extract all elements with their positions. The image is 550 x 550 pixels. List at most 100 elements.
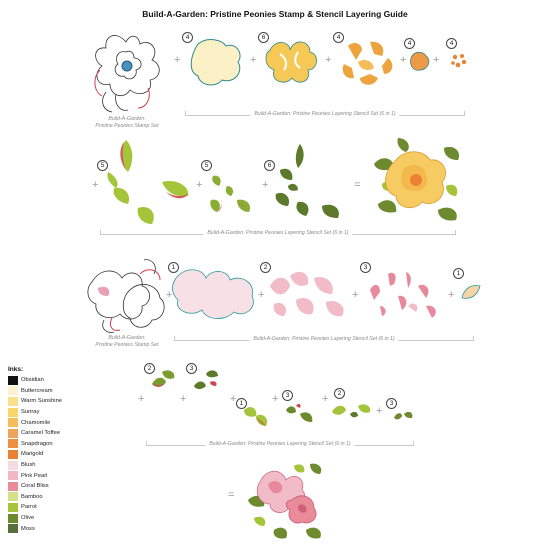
ink-legend-item: Parrot [8, 502, 37, 513]
ink-name: Marigold [21, 451, 44, 458]
peony-line-art-stamp [94, 35, 160, 113]
plus-sign: + [250, 54, 257, 66]
caption-line: Build-A-Garden: [108, 116, 146, 122]
stencil-set-caption: Build-A-Garden: Pristine Peonies Layerin… [250, 111, 400, 117]
stencil-layer-yellow-petals [265, 41, 317, 83]
ink-legend-item: Marigold [8, 449, 43, 460]
plus-sign: + [166, 289, 173, 301]
ink-swatch [8, 513, 18, 523]
ink-swatch [8, 396, 18, 406]
plus-sign: + [262, 179, 269, 191]
step-number: 2 [144, 363, 155, 374]
ink-name: Buttercream [21, 387, 53, 394]
ink-name: Pink Pearl [21, 472, 48, 479]
ink-name: Blush [21, 462, 36, 469]
ink-swatch [8, 407, 18, 417]
plus-sign: + [174, 54, 181, 66]
stencil-layer-cream-base [190, 39, 241, 86]
stencil-set-bracket: Build-A-Garden: Pristine Peonies Layerin… [185, 110, 465, 117]
plus-sign: + [230, 393, 237, 405]
ink-legend-item: Blush [8, 460, 36, 471]
plus-sign: + [376, 405, 383, 417]
step-number: 4 [446, 38, 457, 49]
step-number: 5 [97, 160, 108, 171]
stencil-layer-light-leaves [107, 140, 189, 224]
stencil-layer-side-leaves [332, 404, 371, 418]
plus-sign: + [400, 54, 407, 66]
ink-legend-item: Sunray [8, 407, 39, 418]
ink-legend-item: Pink Pearl [8, 470, 47, 481]
step-number: 1 [168, 262, 179, 273]
stencil-layer-blush-base [172, 269, 254, 319]
ink-name: Caramel Toffee [21, 430, 61, 437]
stamp-set-caption: Build-A-Garden: Pristine Peonies Stamp S… [82, 335, 172, 349]
ink-legend-item: Moss [8, 523, 35, 534]
stencil-set-caption: Build-A-Garden: Pristine Peonies Layerin… [205, 441, 355, 447]
step-number: 5 [201, 160, 212, 171]
ink-swatch [8, 386, 18, 396]
ink-legend-item: Warm Sunshine [8, 396, 62, 407]
ink-name: Parrot [21, 504, 37, 511]
plus-sign: + [138, 393, 145, 405]
ink-swatch [8, 481, 18, 491]
stencil-layer-bud-details [194, 370, 218, 389]
plus-sign: + [272, 393, 279, 405]
ink-swatch [8, 502, 18, 512]
step-number: 3 [386, 398, 397, 409]
page-title: Build-A-Garden: Pristine Peonies Stamp &… [142, 9, 408, 19]
step-number: 3 [282, 390, 293, 401]
step-number: 2 [334, 388, 345, 399]
plus-sign: + [433, 54, 440, 66]
ink-legend-item: Olive [8, 513, 34, 524]
stamp-set-caption: Build-A-Garden: Pristine Peonies Stamp S… [82, 116, 172, 130]
step-number: 6 [258, 32, 269, 43]
plus-sign: + [196, 179, 203, 191]
ink-name: Bamboo [21, 493, 43, 500]
ink-legend-item: Snapdragon [8, 439, 53, 450]
inks-heading: Inks: [8, 366, 24, 373]
ink-name: Chamomile [21, 419, 51, 426]
plus-sign: + [92, 179, 99, 191]
stencil-layer-center [410, 51, 430, 71]
ink-swatch [8, 449, 18, 459]
ink-name: Sunray [21, 409, 40, 416]
plus-sign: + [448, 289, 455, 301]
ink-legend-item: Buttercream [8, 386, 53, 397]
stencil-layer-lower-leaves [244, 407, 268, 426]
finished-pink-peony-bouquet [248, 463, 322, 539]
step-number: 4 [404, 38, 415, 49]
ink-swatch [8, 418, 18, 428]
plus-sign: + [352, 289, 359, 301]
stencil-set-bracket: Build-A-Garden: Pristine Peonies Layerin… [100, 229, 456, 236]
stencil-layer-peach-petal [461, 285, 481, 299]
equals-sign: = [228, 489, 235, 501]
ink-legend-item: Coral Bliss [8, 481, 49, 492]
caption-line: Pristine Peonies Stamp Set [95, 123, 159, 129]
stencil-set-caption: Build-A-Garden: Pristine Peonies Layerin… [203, 230, 353, 236]
step-number: 3 [360, 262, 371, 273]
stencil-set-caption: Build-A-Garden: Pristine Peonies Layerin… [249, 336, 399, 342]
stencil-layer-sprig [394, 411, 413, 420]
step-number: 3 [186, 363, 197, 374]
stencil-set-bracket: Build-A-Garden: Pristine Peonies Layerin… [146, 440, 414, 447]
stencil-layer-stamen-dots [451, 54, 467, 68]
stencil-layer-coral-bliss [370, 272, 436, 318]
step-number: 2 [260, 262, 271, 273]
ink-name: Obsidian [21, 377, 44, 384]
ink-name: Moss [21, 525, 35, 532]
ink-legend-item: Caramel Toffee [8, 428, 60, 439]
stencil-layer-leaf-details [210, 175, 251, 212]
ink-swatch [8, 439, 18, 449]
plus-sign: + [258, 289, 265, 301]
stencil-layer-bud-leaves [152, 370, 175, 387]
ink-swatch [8, 492, 18, 502]
step-number: 1 [453, 268, 464, 279]
ink-swatch [8, 471, 18, 481]
plus-sign: + [180, 393, 187, 405]
step-number: 4 [333, 32, 344, 43]
peony-line-art-stamp-2 [87, 259, 165, 333]
caption-line: Pristine Peonies Stamp Set [95, 342, 159, 348]
ink-swatch [8, 375, 18, 385]
ink-name: Olive [21, 515, 35, 522]
stencil-set-bracket: Build-A-Garden: Pristine Peonies Layerin… [174, 335, 474, 342]
